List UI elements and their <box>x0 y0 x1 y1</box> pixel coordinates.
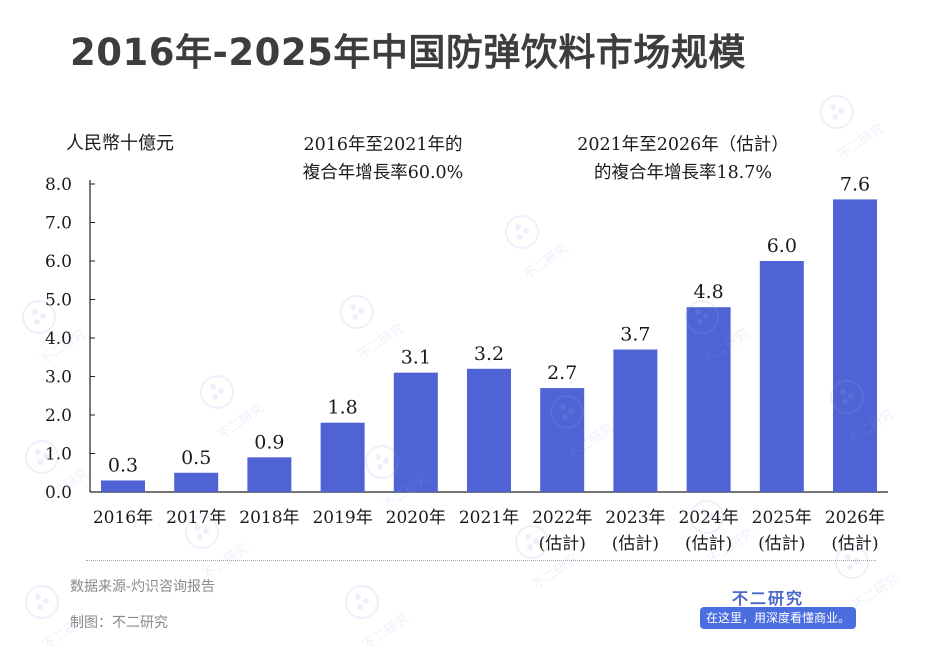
cagr-annotation: 的複合年增長率18.7% <box>594 163 772 183</box>
x-tick-label: 2026年 <box>825 508 885 528</box>
bar-value-label: 4.8 <box>693 281 723 303</box>
bar-value-label: 3.1 <box>401 347 431 369</box>
watermark-logo-icon <box>25 585 59 619</box>
x-tick-label: 2022年 <box>532 508 592 528</box>
y-axis-unit-label: 人民幣十億元 <box>66 133 174 154</box>
bar-layer <box>101 199 877 492</box>
bar-value-label: 3.2 <box>474 343 504 365</box>
bar <box>174 472 219 492</box>
brand-slogan: 在这里，用深度看懂商业。 <box>700 607 856 629</box>
cagr-annotation: 2021年至2026年（估計） <box>577 135 789 155</box>
bar-value-label: 0.3 <box>108 454 138 476</box>
y-tick-label: 7.0 <box>45 214 72 234</box>
bar-value-label: 0.9 <box>254 431 284 453</box>
bar <box>686 307 731 492</box>
bar <box>393 372 438 492</box>
bar-value-label: 3.7 <box>620 324 650 346</box>
watermark-text: 不二研究 <box>360 611 412 653</box>
watermark-logo-icon <box>345 585 379 619</box>
chart-title: 2016年-2025年中国防弹饮料市场规模 <box>70 31 746 74</box>
y-tick-label: 5.0 <box>45 291 72 311</box>
x-tick-label: 2025年 <box>752 508 812 528</box>
cagr-annotation: 複合年增長率60.0% <box>303 163 464 183</box>
cagr-annotation: 2016年至2021年的 <box>303 135 462 155</box>
bar <box>540 388 585 492</box>
bar <box>247 457 292 492</box>
bar-value-label: 7.6 <box>840 173 870 195</box>
bar <box>467 368 511 492</box>
data-source: 数据来源-灼识咨询报告 <box>70 579 216 595</box>
x-tick-label: 2020年 <box>386 508 446 528</box>
separator-line <box>86 560 876 561</box>
x-tick-label: (估計) <box>539 534 586 554</box>
y-tick-label: 1.0 <box>45 445 72 465</box>
bar <box>320 422 365 492</box>
x-tick-label: 2024年 <box>678 508 738 528</box>
y-tick-label: 8.0 <box>45 175 72 195</box>
y-tick-label: 0.0 <box>45 483 72 503</box>
x-tick-label: (估計) <box>685 534 732 554</box>
x-tick-label: 2019年 <box>312 508 372 528</box>
x-tick-label: 2017年 <box>166 508 226 528</box>
watermark-stamp: 不二研究 <box>345 585 412 653</box>
y-tick-label: 4.0 <box>45 329 72 349</box>
brand-logo: 不二研究 <box>732 589 805 608</box>
y-tick-label: 3.0 <box>45 368 72 388</box>
bar-value-label: 1.8 <box>327 397 357 419</box>
x-tick-label: 2016年 <box>93 508 153 528</box>
chart-credit: 制图：不二研究 <box>70 615 168 631</box>
x-tick-label: 2021年 <box>459 508 519 528</box>
x-tick-label: 2023年 <box>605 508 665 528</box>
bar <box>759 261 804 492</box>
y-tick-label: 6.0 <box>45 252 72 272</box>
x-tick-label: (估計) <box>831 534 878 554</box>
watermark-text: 不二研究 <box>850 571 902 614</box>
y-tick-label: 2.0 <box>45 406 72 426</box>
x-tick-label: (估計) <box>758 534 805 554</box>
bar-value-label: 2.7 <box>547 362 577 384</box>
bar-value-label: 0.5 <box>181 447 211 469</box>
x-tick-label: (估計) <box>612 534 659 554</box>
bar <box>833 199 877 492</box>
bar-chart: 0.0 1.0 2.0 3.0 4.0 5.0 6.0 7.0 8.0 人民幣十億元 2016年至… <box>45 133 888 554</box>
bar-value-label: 6.0 <box>767 235 797 257</box>
x-tick-label: 2018年 <box>239 508 299 528</box>
bar <box>101 480 145 492</box>
bar <box>613 349 658 492</box>
